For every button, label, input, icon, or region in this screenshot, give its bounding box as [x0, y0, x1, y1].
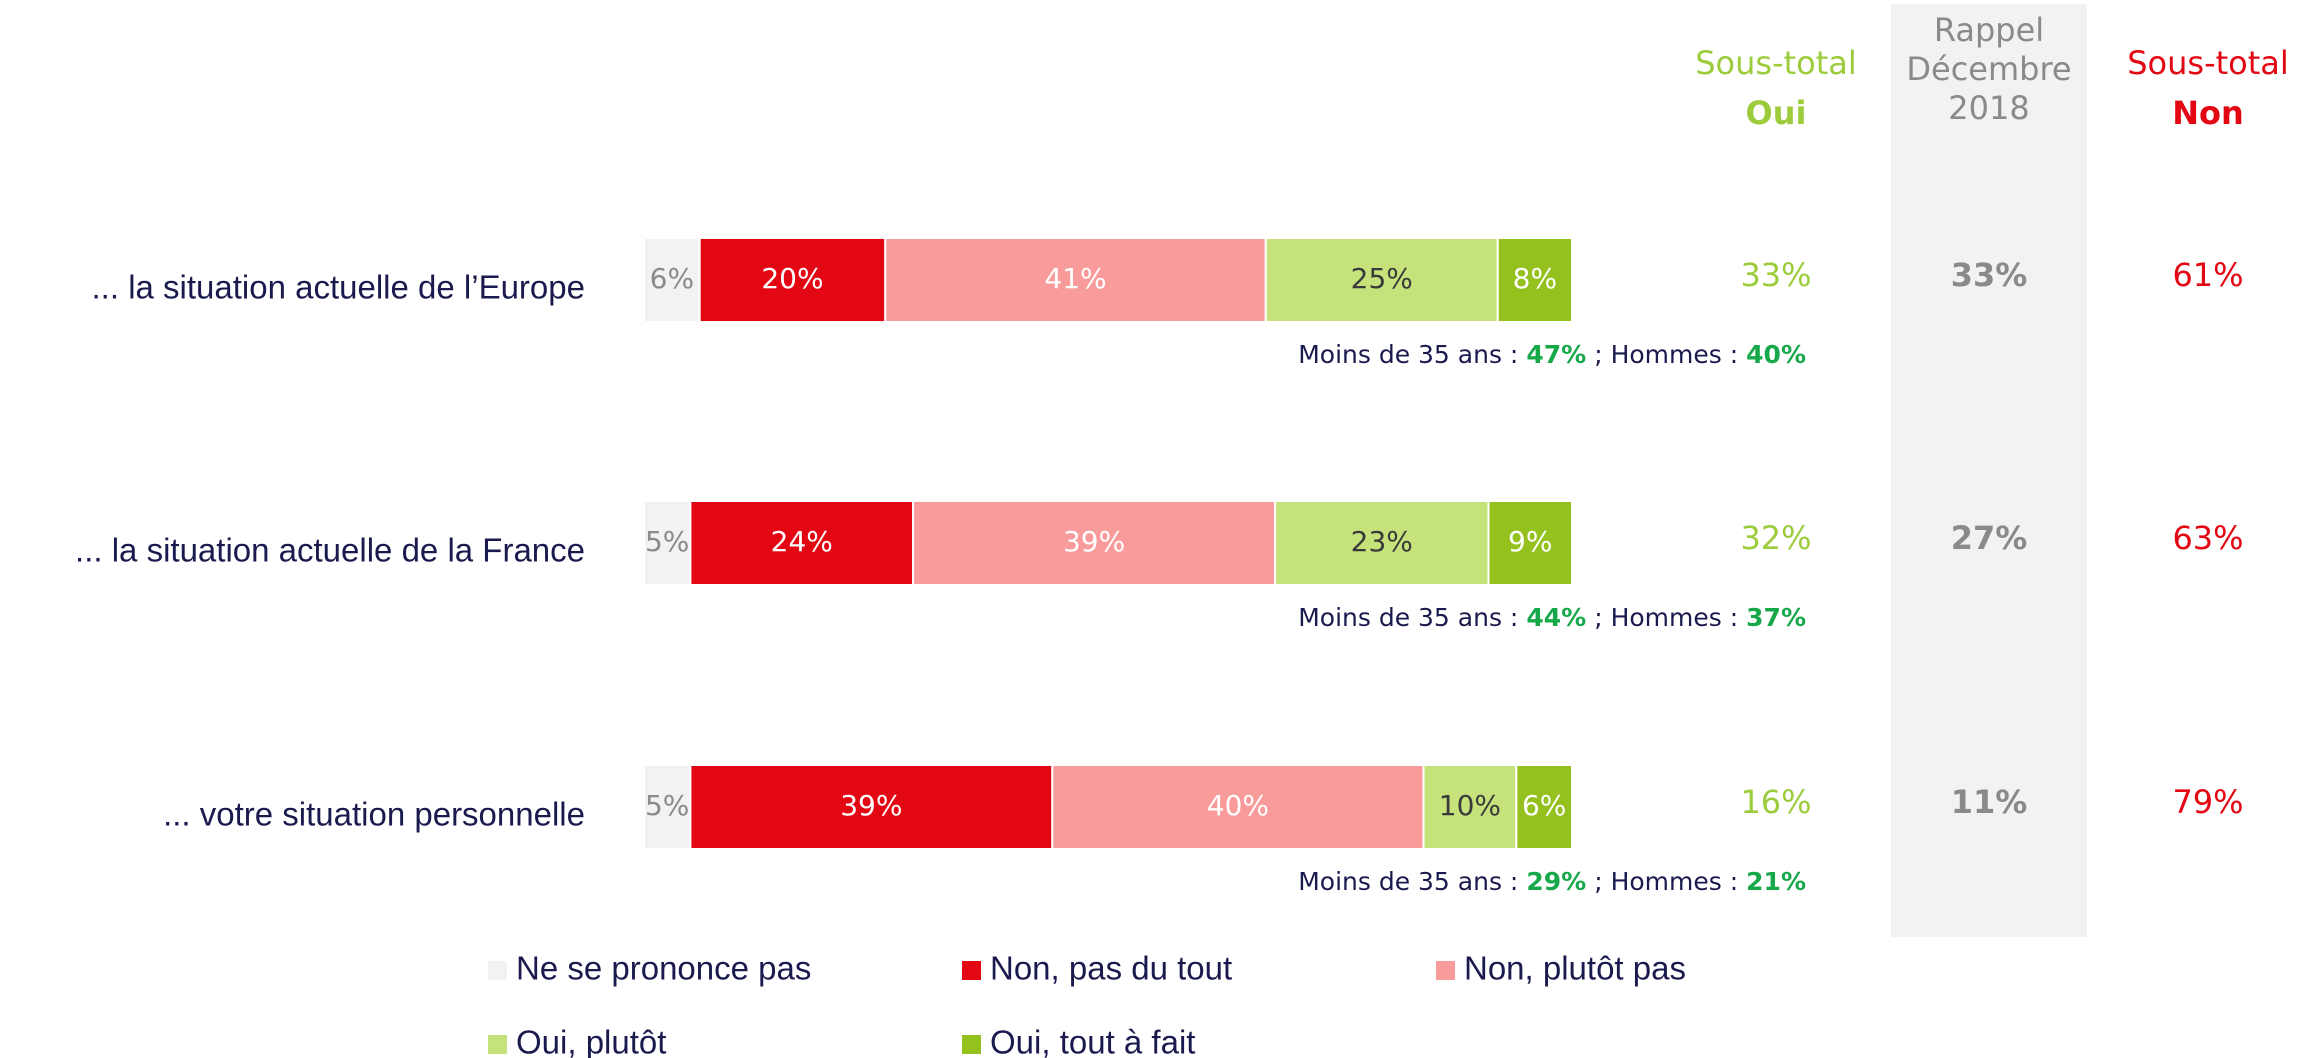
value-label: 8% [1513, 262, 1557, 295]
legend-label: Oui, tout à fait [990, 1024, 1195, 1058]
value-label: 6% [1522, 789, 1566, 822]
annotation: Moins de 35 ans : 44% ; Hommes : 37% [1298, 603, 1806, 632]
column-header: Rappel [1934, 11, 2044, 49]
bar-segment [1051, 764, 1425, 850]
column-value: 79% [2172, 783, 2243, 821]
bar-segment [1274, 500, 1490, 586]
annotation-part: 21% [1746, 867, 1806, 896]
bar-segment [643, 764, 692, 850]
bar-segment [689, 500, 915, 586]
annotation-part: ; Hommes : [1594, 340, 1738, 369]
bar-segment [1264, 237, 1499, 323]
annotation: Moins de 35 ans : 47% ; Hommes : 40% [1298, 340, 1806, 369]
value-label: 10% [1439, 789, 1501, 822]
value-label: 24% [771, 525, 833, 558]
bar-segment [1496, 237, 1574, 323]
bar-segment [1487, 500, 1573, 586]
annotation-part: Moins de 35 ans : [1298, 867, 1518, 896]
column-value: 11% [1951, 783, 2028, 821]
annotation-part: ; Hommes : [1594, 603, 1738, 632]
value-label: 6% [650, 262, 694, 295]
column-header: Sous-total [1695, 44, 1857, 82]
category-label: ... votre situation personnelle [163, 796, 585, 833]
legend-label: Oui, plutôt [516, 1024, 666, 1058]
annotation-part: 37% [1746, 603, 1806, 632]
column-value: 27% [1951, 519, 2028, 557]
bar-segment [643, 500, 692, 586]
annotation: Moins de 35 ans : 29% ; Hommes : 21% [1298, 867, 1806, 896]
legend-label: Non, pas du tout [990, 950, 1232, 987]
bar-segment [1422, 764, 1518, 850]
value-label: 39% [1063, 525, 1125, 558]
bar-segment [912, 500, 1277, 586]
value-label: 20% [761, 262, 823, 295]
value-label: 41% [1044, 262, 1106, 295]
column-value: 33% [1951, 256, 2028, 294]
legend-label: Ne se prononce pas [516, 950, 811, 987]
annotation-part: Moins de 35 ans : [1298, 340, 1518, 369]
annotation-part: ; Hommes : [1594, 867, 1738, 896]
value-label: 5% [645, 789, 689, 822]
bar-segment [884, 237, 1267, 323]
column-value: 32% [1740, 519, 1811, 557]
value-label: 25% [1351, 262, 1413, 295]
bar-segment [1515, 764, 1573, 850]
value-label: 5% [645, 525, 689, 558]
legend-label: Non, plutôt pas [1464, 950, 1686, 987]
annotation-part: 44% [1526, 603, 1586, 632]
column-header: 2018 [1948, 89, 2029, 127]
annotation-part: 40% [1746, 340, 1806, 369]
column-value: 63% [2172, 519, 2243, 557]
column-header: Non [2172, 94, 2244, 132]
annotation-part: 29% [1526, 867, 1586, 896]
value-label: 40% [1207, 789, 1269, 822]
column-value: 61% [2172, 256, 2243, 294]
legend-swatch [962, 961, 981, 980]
column-value: 16% [1740, 783, 1811, 821]
legend-swatch [488, 1035, 507, 1054]
value-label: 39% [840, 789, 902, 822]
column-header: Oui [1746, 94, 1807, 132]
bar-segment [689, 764, 1054, 850]
legend-swatch [962, 1035, 981, 1054]
column-header: Décembre [1906, 50, 2071, 88]
legend-swatch [1436, 961, 1455, 980]
annotation-part: 47% [1526, 340, 1586, 369]
column-header: Sous-total [2127, 44, 2289, 82]
annotation-part: Moins de 35 ans : [1298, 603, 1518, 632]
reference-column-background [1891, 4, 2087, 937]
category-label: ... la situation actuelle de la France [75, 532, 585, 569]
value-label: 23% [1351, 525, 1413, 558]
column-value: 33% [1740, 256, 1811, 294]
category-label: ... la situation actuelle de l’Europe [92, 269, 585, 306]
bar-segment [698, 237, 887, 323]
bar-segment [643, 237, 701, 323]
value-label: 9% [1508, 525, 1552, 558]
legend-swatch [488, 961, 507, 980]
